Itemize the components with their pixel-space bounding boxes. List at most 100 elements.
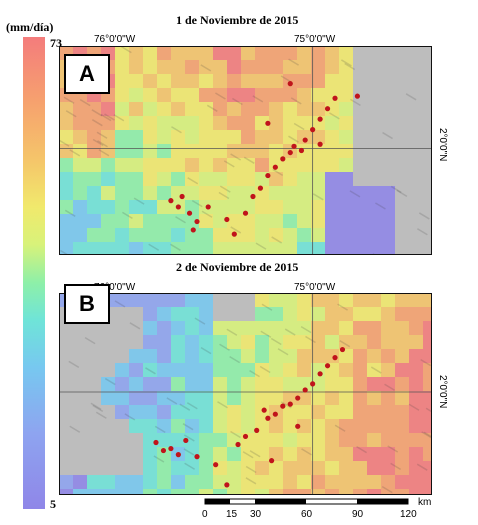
precip-cell [213,433,227,447]
precip-cell [213,489,227,495]
terrain-ridge [104,377,116,386]
precip-cell [283,186,297,200]
precip-cell [269,144,283,158]
precip-cell [325,46,339,60]
panel-b-lat: 2°0'0"N [437,375,448,409]
terrain-ridge [339,340,351,348]
precip-cell [115,130,129,144]
terrain-ridge [186,402,198,410]
terrain-ridge [145,367,156,375]
precip-cell [367,475,381,489]
precip-cell [241,228,255,242]
precip-cell [255,489,269,495]
precip-cell [339,475,353,489]
precip-cell [115,475,129,489]
precip-cell [255,293,269,307]
precip-cell [339,158,353,172]
precip-cell [199,228,213,242]
precip-cell [241,242,255,255]
precip-cell [143,433,157,447]
landslide-point [186,210,193,216]
landslide-point [175,452,181,458]
precip-cell [381,433,395,447]
precip-cell [339,74,353,88]
precip-cell [157,172,171,186]
terrain-ridge [219,343,230,351]
precip-cell [255,228,269,242]
precip-cell [423,489,432,495]
precip-cell [381,405,395,419]
precip-cell [367,228,381,242]
precip-cell [73,186,87,200]
landslide-point [250,193,256,200]
precip-cell [339,60,353,74]
precip-cell [115,60,129,74]
precip-cell [199,475,213,489]
precip-cell [283,461,297,475]
precip-cell [381,349,395,363]
precip-cell [213,475,227,489]
terrain-ridge [91,109,103,117]
precip-cell [59,102,73,116]
precip-cell [297,116,311,130]
precip-cell [283,433,297,447]
precip-cell [199,130,213,144]
precip-cell [87,214,101,228]
precip-cell [311,172,325,186]
precip-cell [73,489,87,495]
terrain-ridge [328,112,340,120]
precip-cell [269,363,283,377]
precip-cell [129,102,143,116]
landslide-point [272,411,278,417]
terrain-ridge [271,236,283,244]
precip-cell [87,172,101,186]
precip-cell [129,489,143,495]
precip-cell [171,405,185,419]
precip-cell [381,228,395,242]
precip-cell [157,363,171,377]
landslide-point [224,482,230,488]
precip-cell [339,116,353,130]
precip-cell [283,475,297,489]
precip-cell [283,200,297,214]
precip-cell [255,377,269,391]
precip-cell [87,228,101,242]
precip-cell [171,377,185,391]
terrain-ridge [230,153,241,161]
precip-cell [143,144,157,158]
terrain-ridge [288,58,299,66]
precip-cell [171,144,185,158]
precip-cell [339,447,353,461]
terrain-ridge [200,64,212,72]
precip-cell [269,88,283,102]
precip-cell [269,335,283,349]
precip-cell [367,200,381,214]
precip-cell [269,116,283,130]
precip-cell [143,391,157,405]
precip-cell [241,46,255,60]
precip-cell [283,349,297,363]
panel-a-lon-right: 75°0'0"W [294,34,336,45]
precip-cell [367,363,381,377]
terrain-ridge [191,200,203,208]
precip-cell [143,214,157,228]
terrain-ridge [124,413,136,421]
precip-cell [325,475,339,489]
precip-cell [171,419,185,433]
precip-cell [199,102,213,116]
precip-cell [339,186,353,200]
precip-cell [353,214,367,228]
precip-cell [129,60,143,74]
precip-cell [227,377,241,391]
precip-cell [115,88,129,102]
precip-cell [199,363,213,377]
precip-cell [101,144,115,158]
precip-cell [297,102,311,116]
precip-cell [297,200,311,214]
precip-cell [325,419,339,433]
precip-cell [101,102,115,116]
precip-cell [353,349,367,363]
precip-cell [269,46,283,60]
precip-cell [367,242,381,255]
precip-cell [199,419,213,433]
